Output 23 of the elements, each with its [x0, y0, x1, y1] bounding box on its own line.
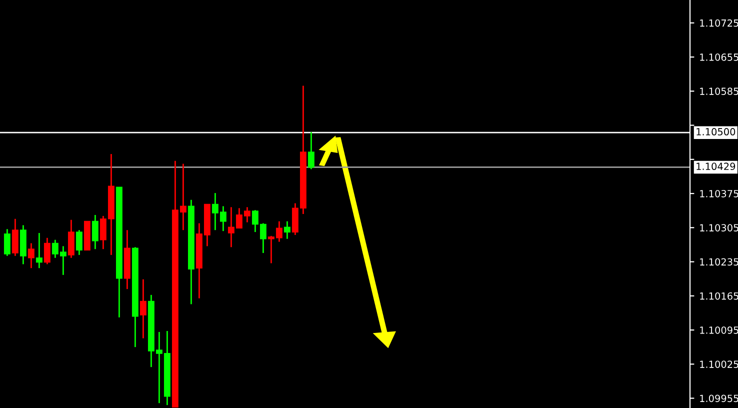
y-tick-label: 1.10235	[700, 258, 738, 266]
ref-line-label: 1.10429	[696, 162, 736, 170]
candlestick	[4, 228, 10, 257]
candlestick	[12, 218, 18, 257]
candlestick	[68, 219, 74, 259]
ref-line-label: 1.10500	[696, 128, 736, 136]
y-tick-label: 1.10725	[700, 19, 738, 27]
y-tick-label: 1.10165	[700, 292, 738, 300]
y-tick-label: 1.10095	[700, 326, 738, 334]
candlestick	[308, 131, 314, 170]
candlestick	[28, 242, 34, 269]
y-tick-label: 1.10375	[700, 190, 738, 198]
y-tick-label: 1.10305	[700, 224, 738, 232]
candlestick	[140, 278, 146, 339]
y-tick-label: 1.10025	[700, 360, 738, 368]
candlestick	[284, 220, 290, 240]
candlestick	[76, 229, 82, 256]
candlestick	[36, 232, 42, 269]
y-tick-label: 1.10655	[700, 54, 738, 61]
candlestick	[92, 214, 98, 250]
y-tick-label: 1.09955	[700, 394, 738, 402]
y-tick-label: 1.10585	[700, 88, 738, 95]
candlestick	[44, 237, 50, 265]
